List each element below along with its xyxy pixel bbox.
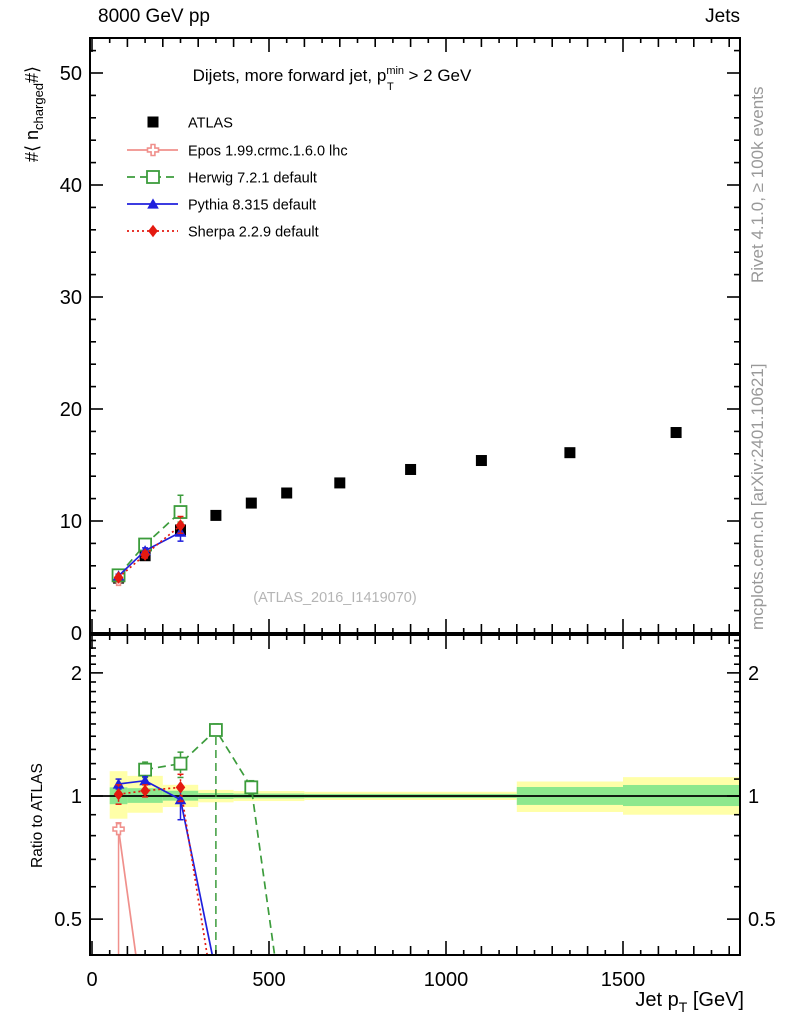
x-tick-label: 0 <box>86 969 97 991</box>
sherpa-main-series <box>113 515 186 584</box>
legend: ATLAS Epos 1.99.crmc.1.6.0 lhc Herwig 7.2.… <box>127 116 348 241</box>
ratio-y-axis-label: Ratio to ATLAS <box>29 763 46 868</box>
pythia-ratio-series <box>112 775 214 955</box>
legend-label: Epos 1.99.crmc.1.6.0 lhc <box>188 144 348 160</box>
herwig-ratio-series <box>138 723 276 955</box>
main-panel <box>111 427 682 587</box>
ratio-y-tick-label-right: 1 <box>748 786 759 808</box>
legend-label: Sherpa 2.2.9 default <box>188 225 319 241</box>
main-y-tick-label: 40 <box>60 175 82 197</box>
legend-label: Pythia 8.315 default <box>188 198 316 214</box>
x-tick-label: 1000 <box>424 969 469 991</box>
ratio-y-tick-label-left: 0.5 <box>54 909 82 931</box>
atlas-main-series <box>113 427 682 584</box>
main-frame <box>89 37 741 634</box>
tick-labels: 0 500 1000 1500 0 10 20 30 40 50 2 2 1 1 0.5 0.5 <box>54 63 776 991</box>
x-tick-label: 1500 <box>601 969 646 991</box>
ratio-y-tick-label-left: 1 <box>71 786 82 808</box>
ratio-frame <box>89 634 741 956</box>
x-axis-label: Jet pT [GeV] <box>635 989 744 1015</box>
ratio-y-tick-label-right: 2 <box>748 663 759 685</box>
legend-label: Herwig 7.2.1 default <box>188 171 317 187</box>
main-y-tick-label: 10 <box>60 511 82 533</box>
ratio-panel <box>90 723 740 955</box>
main-y-axis-label: #⟨ ncharged#⟩ <box>22 66 46 162</box>
ratio-y-tick-label-right: 0.5 <box>748 909 776 931</box>
legend-label: ATLAS <box>188 116 233 132</box>
main-y-tick-label: 30 <box>60 287 82 309</box>
ratio-y-tick-label-left: 2 <box>71 663 82 685</box>
main-y-tick-label: 0 <box>71 623 82 645</box>
mcplots-reference-label: mcplots.cern.ch [arXiv:2401.10621] <box>748 364 767 630</box>
watermark: (ATLAS_2016_I1419070) <box>253 590 416 606</box>
analysis-group-label: Jets <box>705 6 740 27</box>
herwig-main-series <box>111 494 188 583</box>
main-y-tick-label: 20 <box>60 399 82 421</box>
sherpa-ratio-series <box>113 773 209 955</box>
plot-title: Dijets, more forward jet, pmin T > 2 GeV <box>193 65 472 93</box>
rivet-version-label: Rivet 4.1.0, ≥ 100k events <box>748 87 767 283</box>
x-tick-label: 500 <box>252 969 285 991</box>
axis-ticks <box>90 38 740 955</box>
beam-energy-label: 8000 GeV pp <box>98 6 210 27</box>
main-y-tick-label: 50 <box>60 63 82 85</box>
epos-ratio-series <box>112 822 137 955</box>
